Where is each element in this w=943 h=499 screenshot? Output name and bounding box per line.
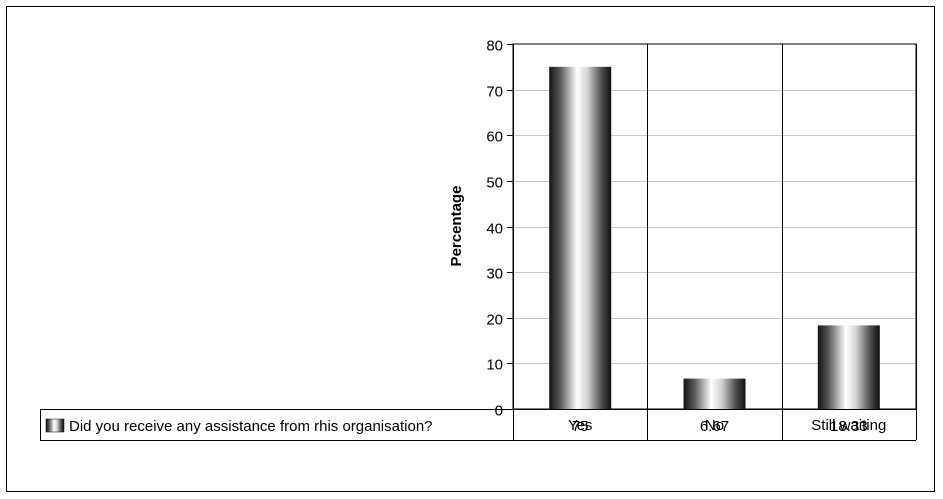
y-tick-label: 40 — [486, 221, 503, 238]
x-category-label: Yes — [568, 417, 592, 434]
chart-frame — [6, 6, 935, 492]
x-category-label: No — [705, 417, 724, 434]
y-tick-label: 0 — [495, 403, 503, 420]
data-label: 6.67 — [700, 418, 729, 435]
y-tick-label: 30 — [486, 266, 503, 283]
data-label: 75 — [572, 418, 589, 435]
series-name: Did you receive any assistance from rhis… — [69, 418, 433, 435]
bars — [549, 66, 880, 410]
y-tick-label: 50 — [486, 175, 503, 192]
y-tick-label: 20 — [486, 312, 503, 329]
y-tick-label: 70 — [486, 84, 503, 101]
y-axis: 0 10 20 30 40 50 60 70 80 — [486, 38, 513, 420]
bar-no — [683, 378, 746, 409]
legend-key — [45, 418, 65, 433]
x-category-label: Still waiting — [811, 417, 886, 434]
y-tick-label: 60 — [486, 129, 503, 146]
bar-still-waiting — [817, 325, 880, 409]
data-label: 18.33 — [830, 418, 868, 435]
bar-yes — [549, 66, 612, 410]
y-axis-title: Percentage — [448, 186, 465, 267]
y-tick-label: 10 — [486, 357, 503, 374]
y-tick-label: 80 — [486, 38, 503, 55]
